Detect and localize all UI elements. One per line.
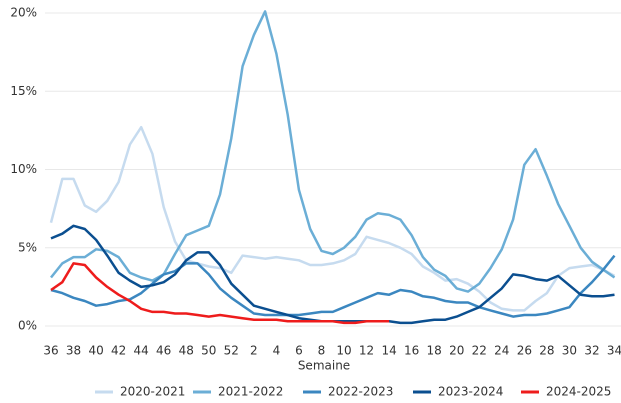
x-tick-label: 32	[584, 344, 599, 358]
y-tick-label: 5%	[18, 240, 37, 254]
x-tick-label: 48	[179, 344, 194, 358]
x-tick-label: 42	[111, 344, 126, 358]
x-tick-label: 52	[224, 344, 239, 358]
x-tick-label: 12	[359, 344, 374, 358]
series-line	[50, 10, 616, 293]
x-tick-label: 38	[66, 344, 81, 358]
x-tick-label: 18	[427, 344, 442, 358]
legend-label: 2020-2021	[120, 385, 185, 399]
x-tick-label: 36	[43, 344, 58, 358]
y-tick-label: 10%	[10, 162, 37, 176]
x-tick-label: 2	[250, 344, 258, 358]
x-tick-label: 22	[472, 344, 487, 358]
x-tick-label: 10	[336, 344, 351, 358]
legend-label: 2023-2024	[438, 385, 503, 399]
x-tick-label: 26	[517, 344, 532, 358]
x-axis-label: Semaine	[298, 359, 350, 373]
series-line	[49, 125, 616, 312]
legend-label: 2024-2025	[546, 385, 611, 399]
x-tick-label: 44	[134, 344, 149, 358]
x-tick-label: 8	[318, 344, 326, 358]
x-tick-label: 40	[88, 344, 103, 358]
x-tick-label: 24	[494, 344, 509, 358]
x-tick-label: 14	[381, 344, 396, 358]
series-line	[50, 262, 390, 325]
x-tick-label: 50	[201, 344, 216, 358]
x-tick-label: 28	[539, 344, 554, 358]
x-tick-label: 6	[295, 344, 303, 358]
x-tick-label: 34	[607, 344, 621, 358]
legend-label: 2021-2022	[218, 385, 283, 399]
x-tick-label: 16	[404, 344, 419, 358]
y-tick-label: 0%	[18, 319, 37, 333]
y-tick-label: 20%	[10, 6, 37, 20]
x-tick-label: 30	[562, 344, 577, 358]
y-tick-label: 15%	[10, 84, 37, 98]
x-tick-label: 4	[273, 344, 281, 358]
x-tick-label: 20	[449, 344, 464, 358]
x-tick-label: 46	[156, 344, 171, 358]
series-line	[50, 254, 616, 318]
legend-label: 2022-2023	[328, 385, 393, 399]
